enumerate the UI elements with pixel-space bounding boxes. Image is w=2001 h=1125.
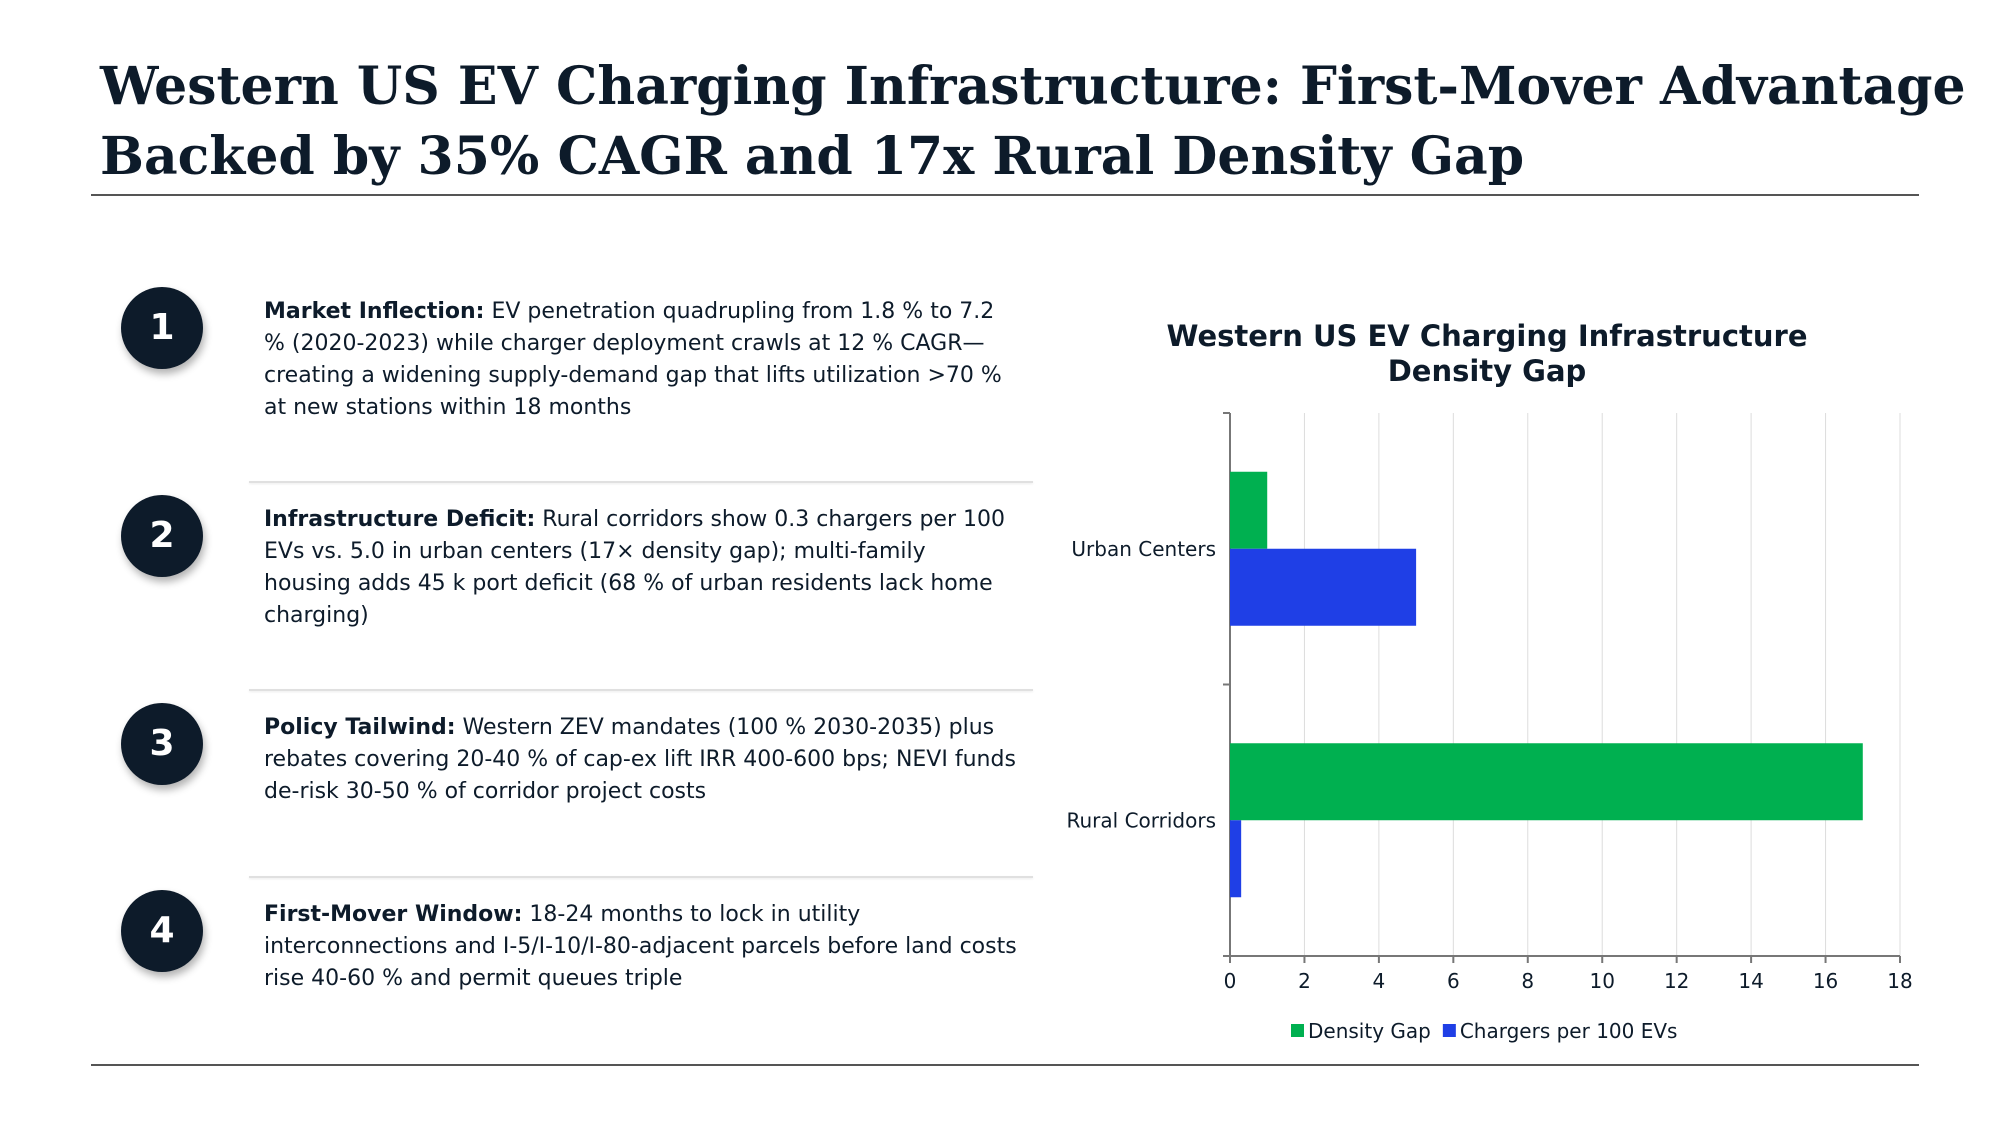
legend-label: Density Gap — [1308, 1019, 1431, 1043]
point-heading: First-Mover Window: — [264, 902, 523, 927]
separator — [249, 689, 1033, 691]
x-tick-label: 16 — [1813, 969, 1838, 993]
category-label: Rural Corridors — [1067, 808, 1217, 832]
x-tick-label: 0 — [1224, 969, 1237, 993]
bar-chargers-per-100-evs — [1230, 820, 1242, 898]
legend-swatch — [1291, 1024, 1304, 1037]
number-badge: 3 — [121, 703, 203, 785]
number-badge: 4 — [121, 890, 203, 972]
separator — [249, 481, 1033, 483]
category-label: Urban Centers — [1071, 537, 1216, 561]
bar-density-gap — [1230, 471, 1268, 549]
x-tick-label: 2 — [1298, 969, 1311, 993]
page-title: Western US EV Charging Infrastructure: F… — [100, 52, 1966, 192]
number-badge: 1 — [121, 287, 203, 369]
point-body: EV penetration quadrupling from 1.8 % to… — [264, 299, 1002, 420]
point-text: Infrastructure Deficit: Rural corridors … — [264, 504, 1019, 632]
x-tick-label: 4 — [1373, 969, 1386, 993]
footer-divider — [91, 1064, 1919, 1066]
chart-title-line-2: Density Gap — [1388, 354, 1587, 388]
chart-title-line-1: Western US EV Charging Infrastructure — [1166, 319, 1807, 353]
point-text: Market Inflection: EV penetration quadru… — [264, 296, 1019, 424]
bar-chargers-per-100-evs — [1230, 548, 1417, 626]
page-title-line-2: Backed by 35% CAGR and 17x Rural Density… — [100, 126, 1525, 187]
separator — [249, 876, 1033, 878]
legend-swatch — [1442, 1024, 1456, 1037]
point-body: Western ZEV mandates (100 % 2030-2035) p… — [264, 715, 1016, 804]
point-heading: Market Inflection: — [264, 299, 485, 324]
point-text: First-Mover Window: 18-24 months to lock… — [264, 899, 1019, 995]
x-tick-label: 12 — [1664, 969, 1689, 993]
x-tick-label: 8 — [1521, 969, 1534, 993]
x-tick-label: 14 — [1738, 969, 1763, 993]
point-heading: Policy Tailwind: — [264, 715, 456, 740]
point-text: Policy Tailwind: Western ZEV mandates (1… — [264, 712, 1019, 808]
point-heading: Infrastructure Deficit: — [264, 507, 536, 532]
bar-density-gap — [1230, 743, 1863, 821]
number-badge: 2 — [121, 495, 203, 577]
title-divider — [91, 194, 1919, 196]
point-body: 18-24 months to lock in utility intercon… — [264, 902, 1017, 991]
x-tick-label: 18 — [1887, 969, 1912, 993]
x-tick-label: 6 — [1447, 969, 1460, 993]
x-tick-label: 10 — [1589, 969, 1614, 993]
legend-label: Chargers per 100 EVs — [1460, 1019, 1678, 1043]
point-body: Rural corridors show 0.3 chargers per 10… — [264, 507, 1005, 628]
page-title-line-1: Western US EV Charging Infrastructure: F… — [100, 56, 1966, 117]
